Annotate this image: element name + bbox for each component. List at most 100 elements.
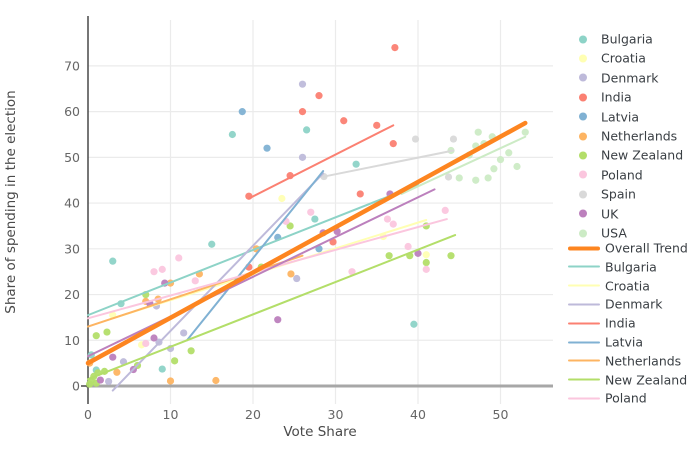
legend-item-bulgaria[interactable]: Bulgaria xyxy=(563,32,653,47)
legend-dot-swatch xyxy=(579,73,587,82)
data-point-new-zealand xyxy=(171,357,179,365)
legend-item-latvia[interactable]: Latvia xyxy=(563,109,639,124)
legend-item-usa[interactable]: USA xyxy=(563,226,627,241)
legend-dot-swatch xyxy=(579,170,587,179)
data-point-spain xyxy=(444,173,453,181)
legend-item-label: Netherlands xyxy=(605,353,682,369)
legend-dot-swatch xyxy=(579,93,587,102)
data-point-croatia xyxy=(422,251,430,259)
y-tick-label: 40 xyxy=(64,196,80,211)
trend-line-india xyxy=(247,124,395,200)
legend-item-overall-trend[interactable]: Overall Trend xyxy=(563,241,688,256)
x-tick-label: 50 xyxy=(493,407,509,422)
x-axis-title: Vote Share xyxy=(283,424,357,440)
trend-line-netherlands xyxy=(87,254,304,328)
data-point-poland xyxy=(158,265,166,273)
legend-item-uk[interactable]: UK xyxy=(563,206,618,221)
data-point-spain xyxy=(411,135,420,143)
data-point-bulgaria xyxy=(208,240,216,248)
data-point-denmark xyxy=(105,377,113,386)
legend-item-label: India xyxy=(601,89,632,105)
data-point-denmark xyxy=(298,80,307,88)
data-point-new-zealand xyxy=(187,347,195,355)
data-point-denmark xyxy=(293,274,301,283)
trend-line-uk xyxy=(87,188,436,358)
legend-item-denmark[interactable]: Denmark xyxy=(563,297,662,312)
legend-item-label: New Zealand xyxy=(601,147,684,163)
legend-item-label: India xyxy=(605,315,636,331)
data-point-denmark xyxy=(298,153,307,161)
data-point-new-zealand xyxy=(286,222,294,230)
y-tick-label: 70 xyxy=(64,58,80,73)
x-tick-label: 30 xyxy=(328,407,344,422)
x-tick-label: 10 xyxy=(163,407,179,422)
legend-item-new-zealand[interactable]: New Zealand xyxy=(563,372,687,387)
data-point-poland xyxy=(389,220,397,228)
legend-dot-swatch xyxy=(579,209,587,218)
data-point-bulgaria xyxy=(352,160,360,168)
legend-item-spain[interactable]: Spain xyxy=(563,187,636,202)
data-point-new-zealand xyxy=(422,258,430,267)
data-point-usa xyxy=(474,128,482,136)
legend-dot-swatch xyxy=(579,35,587,43)
legend-item-india[interactable]: India xyxy=(563,316,636,331)
y-tick-label: 50 xyxy=(64,150,80,165)
legend-item-latvia[interactable]: Latvia xyxy=(563,335,643,350)
legend-item-croatia[interactable]: Croatia xyxy=(563,51,646,66)
y-tick-label: 10 xyxy=(64,333,80,348)
legend-item-label: Netherlands xyxy=(601,128,678,144)
data-point-bulgaria xyxy=(311,215,319,223)
data-point-new-zealand xyxy=(447,252,455,260)
data-point-india xyxy=(391,43,399,52)
y-tick-label: 30 xyxy=(64,241,80,256)
legend-item-label: Croatia xyxy=(605,278,650,294)
data-point-bulgaria xyxy=(109,257,117,265)
data-point-poland xyxy=(441,206,449,214)
legend-line-swatch xyxy=(568,265,600,268)
data-point-poland xyxy=(191,277,199,285)
data-point-poland xyxy=(348,268,356,276)
legend-line-swatch xyxy=(568,322,600,325)
y-tick-label: 0 xyxy=(72,379,80,394)
legend-line-swatch xyxy=(568,378,600,381)
legend-item-label: Spain xyxy=(601,186,636,202)
data-point-bulgaria xyxy=(303,126,311,134)
legend-dot-swatch xyxy=(579,132,587,140)
x-tick-label: 0 xyxy=(84,407,92,422)
legend-item-netherlands[interactable]: Netherlands xyxy=(563,129,677,144)
data-point-spain xyxy=(449,135,458,143)
data-point-india xyxy=(315,92,323,100)
legend-item-label: Latvia xyxy=(605,334,644,350)
legend-item-netherlands[interactable]: Netherlands xyxy=(563,353,681,368)
legend-item-label: UK xyxy=(601,206,619,222)
legend-item-label: Poland xyxy=(601,167,643,183)
x-tick-label: 40 xyxy=(410,407,426,422)
legend-item-croatia[interactable]: Croatia xyxy=(563,278,650,293)
data-point-latvia xyxy=(263,144,271,152)
data-point-uk xyxy=(274,316,282,324)
data-point-bulgaria xyxy=(228,130,236,139)
data-point-bulgaria xyxy=(158,365,166,373)
data-point-usa xyxy=(505,149,513,157)
trend-line-spain xyxy=(322,149,455,178)
legend-item-new-zealand[interactable]: New Zealand xyxy=(563,148,683,163)
legend-item-poland[interactable]: Poland xyxy=(563,391,647,406)
legend-line-swatch xyxy=(568,246,600,250)
legend-line-swatch xyxy=(568,397,600,400)
trend-line-usa xyxy=(400,135,527,195)
legend-item-label: Denmark xyxy=(605,296,663,312)
legend-item-bulgaria[interactable]: Bulgaria xyxy=(563,259,657,274)
legend-item-denmark[interactable]: Denmark xyxy=(563,70,658,85)
legend-item-poland[interactable]: Poland xyxy=(563,167,643,182)
legend-item-label: New Zealand xyxy=(605,372,688,388)
legend-item-label: Denmark xyxy=(601,70,659,86)
legend-item-india[interactable]: India xyxy=(563,90,632,105)
data-point-uk xyxy=(109,353,117,361)
y-tick-label: 60 xyxy=(64,104,80,119)
data-point-denmark xyxy=(180,329,188,337)
data-point-poland xyxy=(422,265,430,273)
data-point-poland xyxy=(150,268,158,276)
legend-item-label: Bulgaria xyxy=(605,259,657,275)
